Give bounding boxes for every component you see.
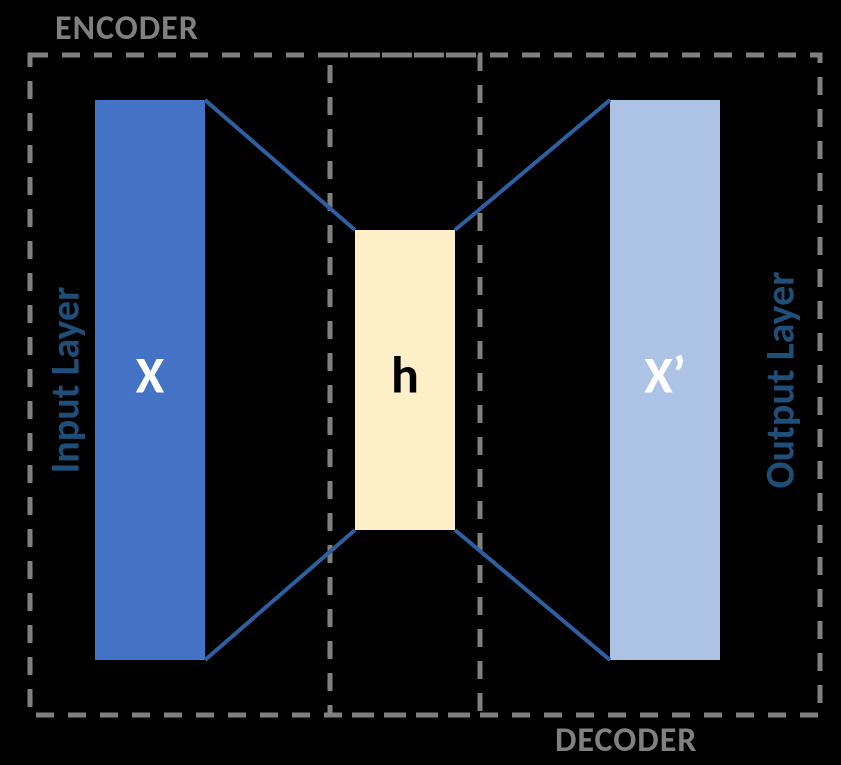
svg-text:X: X <box>136 343 165 407</box>
autoencoder-diagram: Xh X’ <box>0 0 841 765</box>
input-layer-label: Input Layer <box>41 287 90 474</box>
svg-text:h: h <box>391 343 419 407</box>
decoder-label: DECODER <box>555 720 697 761</box>
encoder-label: ENCODER <box>55 8 199 49</box>
svg-text:X’: X’ <box>644 343 686 407</box>
output-layer-label: Output Layer <box>756 271 805 488</box>
